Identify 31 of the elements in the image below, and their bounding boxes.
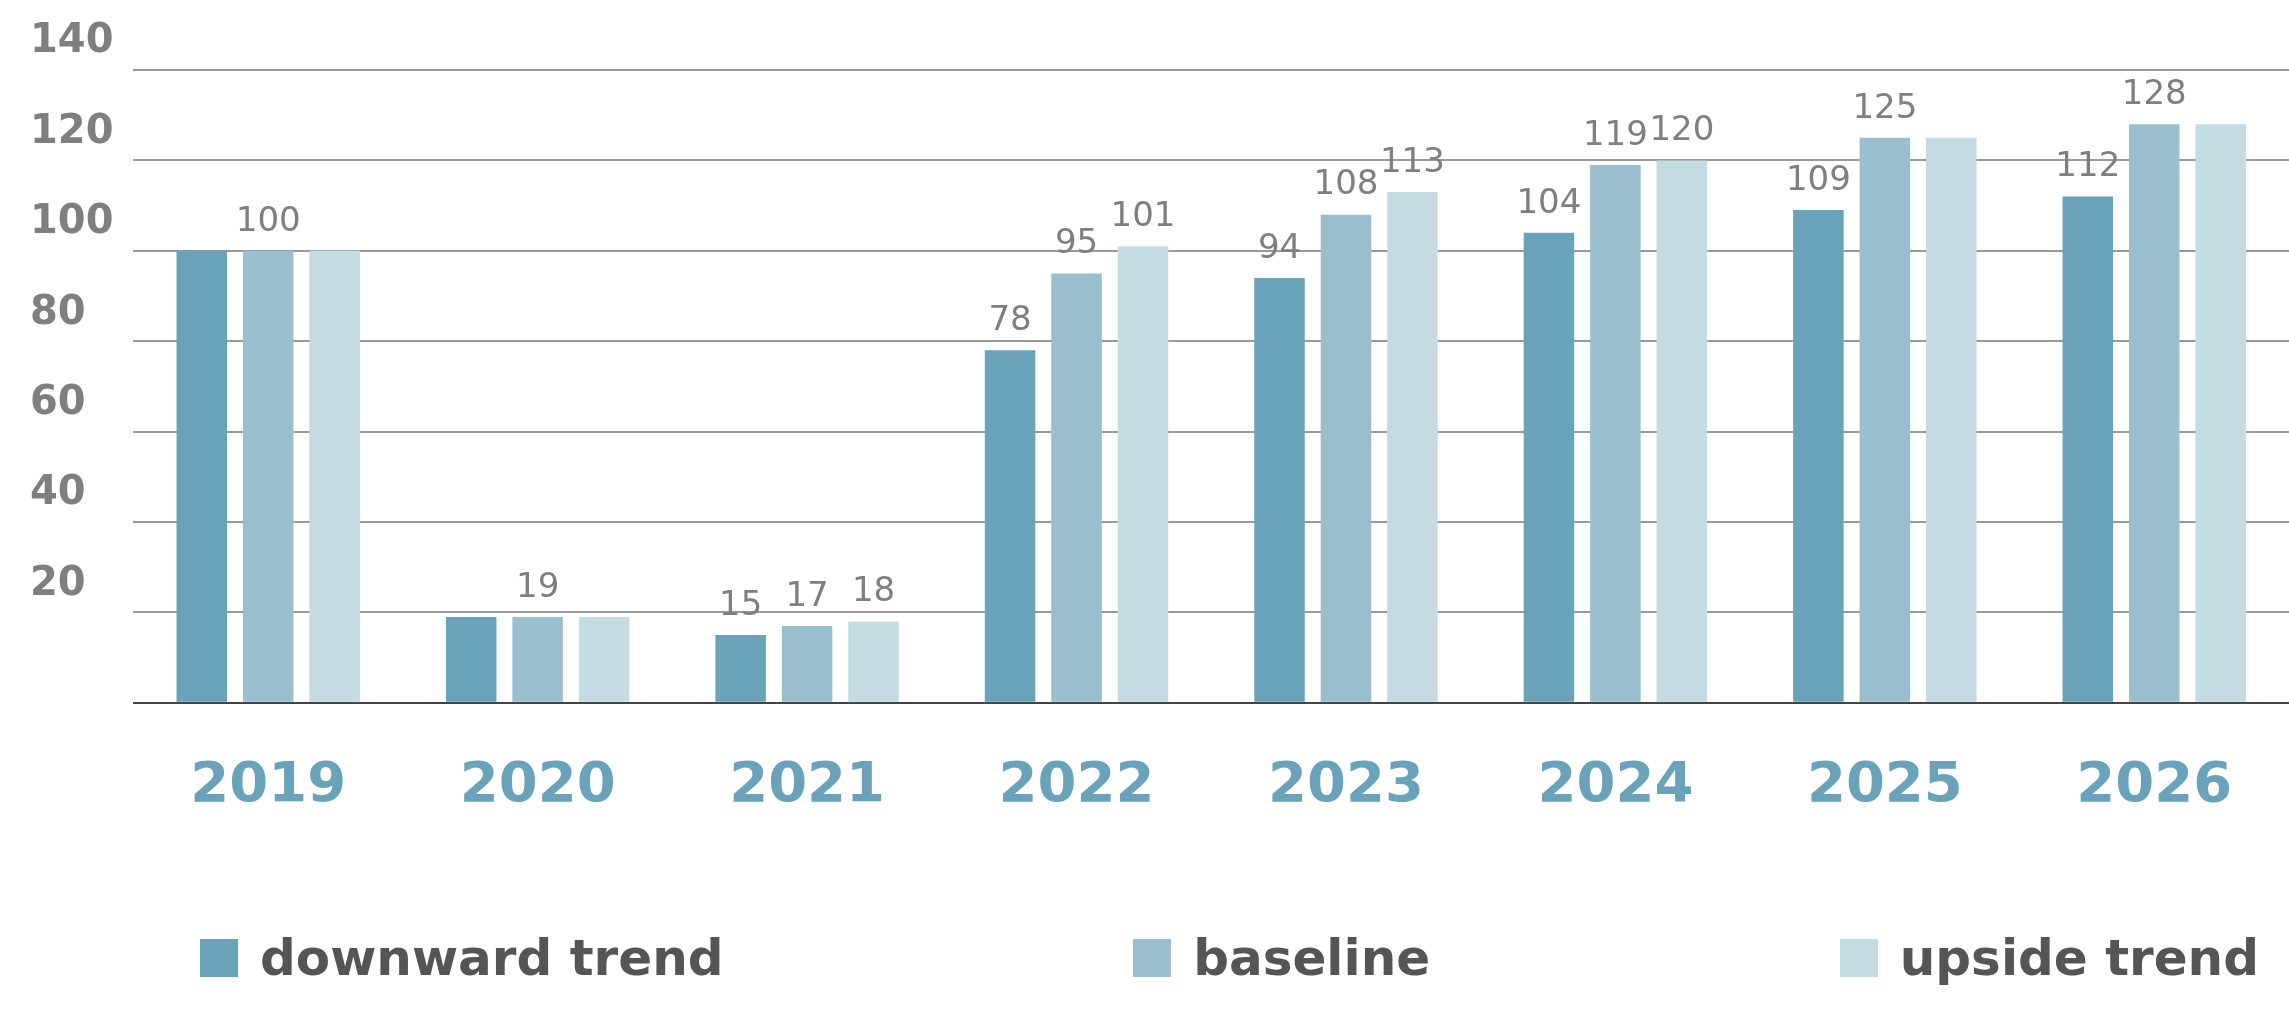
- data-label: 120: [1649, 108, 1715, 149]
- x-tick-label: 2020: [459, 748, 616, 814]
- x-tick-label: 2022: [998, 748, 1155, 814]
- data-label: 119: [1582, 112, 1648, 153]
- data-label: 100: [235, 198, 301, 239]
- legend-label: upside trend: [1899, 929, 2259, 987]
- data-label: 19: [516, 564, 560, 605]
- data-label: 18: [851, 569, 896, 610]
- y-tick-label: 40: [30, 467, 86, 514]
- data-label: 125: [1852, 85, 1918, 126]
- x-tick-label: 2021: [729, 748, 886, 814]
- y-tick-label: 20: [30, 557, 86, 604]
- y-tick-label: 120: [30, 105, 114, 152]
- data-label: 101: [1110, 194, 1176, 235]
- legend-label: downward trend: [260, 929, 724, 987]
- x-tick-label: 2024: [1537, 748, 1694, 814]
- x-tick-label: 2026: [2076, 748, 2233, 814]
- x-tick-label: 2025: [1806, 748, 1963, 814]
- data-label: 108: [1313, 162, 1379, 203]
- data-label: 109: [1785, 157, 1851, 198]
- data-label: 128: [2121, 72, 2187, 113]
- data-label: 78: [988, 298, 1032, 339]
- y-tick-label: 80: [30, 286, 86, 333]
- legend-label: baseline: [1193, 929, 1431, 987]
- y-tick-label: 100: [30, 196, 114, 243]
- y-tick-label: 140: [30, 15, 114, 62]
- data-label: 17: [785, 573, 829, 614]
- x-tick-label: 2019: [190, 748, 347, 814]
- x-tick-label: 2023: [1268, 748, 1424, 814]
- data-label: 104: [1516, 180, 1582, 221]
- y-tick-label: 60: [30, 376, 86, 423]
